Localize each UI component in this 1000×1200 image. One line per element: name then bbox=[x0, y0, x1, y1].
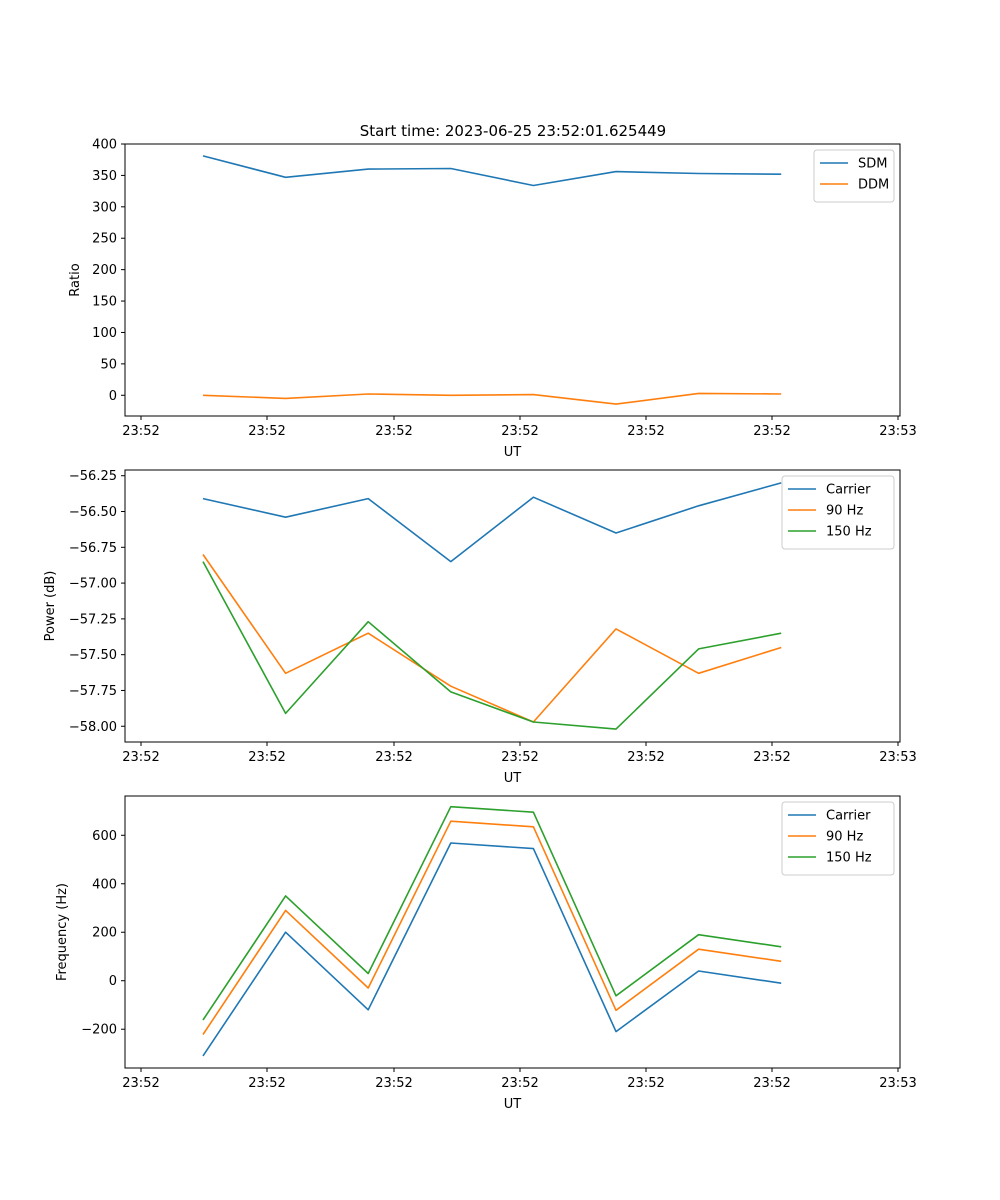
x-tick-label: 23:52 bbox=[627, 1076, 664, 1091]
series-line-90-hz bbox=[202, 554, 782, 723]
x-tick-label: 23:52 bbox=[753, 424, 790, 439]
chart-panel-2: 23:52 23:52 23:52 23:52 23:52 23:52 23:53 −58.0… bbox=[43, 469, 917, 786]
y-tick-label: −58.00 bbox=[69, 720, 117, 735]
x-tick-label: 23:53 bbox=[879, 1076, 916, 1091]
x-tick-label: 23:52 bbox=[627, 750, 664, 765]
series-line-sdm bbox=[202, 155, 782, 187]
x-axis-label: UT bbox=[504, 445, 522, 460]
legend-label: Carrier bbox=[826, 809, 871, 824]
y-axis-label: Frequency (Hz) bbox=[55, 883, 70, 981]
y-tick-label: 50 bbox=[100, 357, 117, 372]
x-tick-label: 23:52 bbox=[375, 1076, 412, 1091]
x-tick-label: 23:52 bbox=[248, 750, 285, 765]
chart-panel-1: 23:52 23:52 23:52 23:52 23:52 23:52 23:53 0 50 10… bbox=[68, 138, 917, 461]
y-tick-label: −57.25 bbox=[69, 612, 117, 627]
series-line-carrier bbox=[202, 842, 782, 1057]
x-tick-label: 23:52 bbox=[753, 750, 790, 765]
series-line-90-hz bbox=[202, 820, 782, 1035]
legend-label: 150 Hz bbox=[826, 525, 872, 540]
x-tick-label: 23:52 bbox=[248, 1076, 285, 1091]
x-tick-label: 23:52 bbox=[627, 424, 664, 439]
y-tick-label: 150 bbox=[92, 295, 117, 310]
y-axis-label: Ratio bbox=[68, 263, 83, 296]
legend-label: SDM bbox=[858, 157, 887, 172]
legend-label: Carrier bbox=[826, 483, 871, 498]
x-tick-label: 23:52 bbox=[753, 1076, 790, 1091]
chart-panel-3: 23:52 23:52 23:52 23:52 23:52 23:52 23:53 −200 0… bbox=[55, 795, 917, 1112]
x-tick-label: 23:52 bbox=[122, 424, 159, 439]
x-tick-label: 23:52 bbox=[501, 424, 538, 439]
figure-title: Start time: 2023-06-25 23:52:01.625449 bbox=[360, 122, 666, 140]
y-tick-label: −56.75 bbox=[69, 541, 117, 556]
x-tick-label: 23:52 bbox=[375, 750, 412, 765]
legend-label: 90 Hz bbox=[826, 504, 863, 519]
y-tick-label: 400 bbox=[92, 877, 117, 892]
legend: SDM DDM bbox=[813, 149, 895, 203]
y-tick-label: 0 bbox=[109, 974, 117, 989]
y-tick-label: 600 bbox=[92, 829, 117, 844]
legend-label: 150 Hz bbox=[826, 851, 872, 866]
x-tick-label: 23:53 bbox=[879, 424, 916, 439]
y-axis-label: Power (dB) bbox=[43, 571, 58, 642]
legend: Carrier 90 Hz 150 Hz bbox=[781, 801, 895, 876]
y-tick-label: 200 bbox=[92, 926, 117, 941]
x-tick-label: 23:52 bbox=[501, 750, 538, 765]
x-tick-label: 23:52 bbox=[122, 1076, 159, 1091]
y-tick-label: 250 bbox=[92, 232, 117, 247]
legend-label: DDM bbox=[858, 178, 889, 193]
series-line-ddm bbox=[202, 392, 782, 405]
plot-area-frame bbox=[124, 143, 901, 417]
x-tick-label: 23:52 bbox=[501, 1076, 538, 1091]
y-tick-label: 100 bbox=[92, 326, 117, 341]
x-axis-label: UT bbox=[504, 771, 522, 786]
y-tick-label: −57.50 bbox=[69, 648, 117, 663]
y-tick-label: −200 bbox=[81, 1023, 117, 1038]
y-tick-label: 350 bbox=[92, 169, 117, 184]
y-tick-label: −56.50 bbox=[69, 505, 117, 520]
x-tick-label: 23:53 bbox=[879, 750, 916, 765]
legend: Carrier 90 Hz 150 Hz bbox=[781, 475, 895, 550]
y-tick-label: 400 bbox=[92, 138, 117, 153]
y-tick-label: −57.00 bbox=[69, 577, 117, 592]
y-tick-label: 300 bbox=[92, 200, 117, 215]
x-tick-label: 23:52 bbox=[375, 424, 412, 439]
y-tick-label: −56.25 bbox=[69, 469, 117, 484]
series-line-carrier bbox=[202, 482, 782, 563]
y-tick-label: −57.75 bbox=[69, 684, 117, 699]
y-tick-label: 200 bbox=[92, 263, 117, 278]
x-axis-label: UT bbox=[504, 1097, 522, 1112]
series-line-150-hz bbox=[202, 805, 782, 1021]
x-tick-label: 23:52 bbox=[248, 424, 285, 439]
legend-label: 90 Hz bbox=[826, 830, 863, 845]
y-tick-label: 0 bbox=[109, 389, 117, 404]
plot-area-frame bbox=[124, 469, 901, 743]
x-tick-label: 23:52 bbox=[122, 750, 159, 765]
series-line-150-hz bbox=[202, 561, 782, 730]
